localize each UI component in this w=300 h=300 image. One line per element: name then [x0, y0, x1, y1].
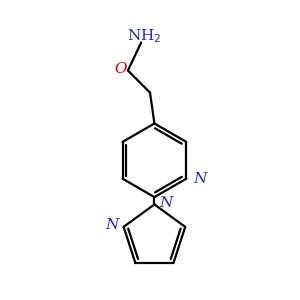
Text: N: N [105, 218, 119, 233]
Text: N: N [193, 172, 206, 186]
Text: O: O [114, 62, 127, 76]
Text: N: N [160, 196, 173, 210]
Text: NH$_2$: NH$_2$ [127, 28, 161, 46]
